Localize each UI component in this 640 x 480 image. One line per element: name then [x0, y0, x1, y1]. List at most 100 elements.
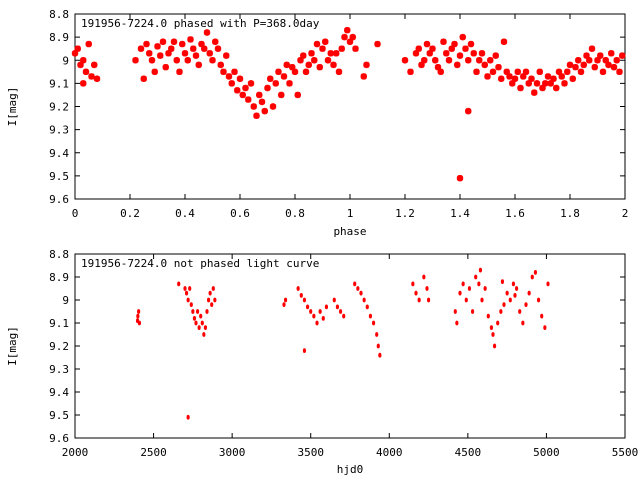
data-point — [300, 52, 307, 59]
data-point — [533, 270, 538, 275]
data-point — [566, 61, 574, 69]
data-point — [184, 290, 189, 296]
data-point — [572, 63, 579, 71]
data-point — [170, 38, 178, 45]
data-point — [187, 36, 194, 43]
x-tick-label: 1.4 — [450, 207, 470, 220]
data-point — [462, 45, 469, 52]
data-point — [143, 40, 150, 48]
data-point — [602, 57, 609, 64]
data-point — [588, 45, 596, 52]
y-axis-title: I[mag] — [6, 326, 19, 366]
data-point — [520, 73, 527, 80]
data-point — [583, 52, 590, 59]
data-point — [503, 68, 510, 76]
data-point — [74, 45, 81, 52]
data-point — [225, 73, 233, 80]
x-tick-label: 0.4 — [175, 207, 195, 220]
data-point — [368, 313, 373, 319]
data-point — [236, 75, 244, 82]
unphased-light-curve-panel: 2000 2500 3000 3500 4000 4500 5000 5500 8.8 8.9 9 9… — [6, 248, 638, 476]
data-point — [308, 50, 315, 57]
data-point — [502, 302, 506, 307]
data-point — [564, 68, 571, 76]
data-point — [543, 325, 547, 330]
data-point — [356, 286, 360, 291]
data-point — [619, 52, 626, 59]
data-point — [151, 68, 158, 76]
x-tick-label: 0.8 — [285, 207, 305, 220]
data-point — [464, 297, 468, 303]
data-point — [456, 174, 464, 182]
data-point — [443, 50, 450, 57]
data-point — [176, 68, 183, 76]
data-point — [478, 267, 483, 273]
data-point — [555, 68, 563, 76]
x-tick-label: 1.6 — [505, 207, 525, 220]
data-point — [426, 50, 433, 57]
data-point — [505, 290, 509, 296]
data-point — [80, 80, 87, 87]
data-point — [586, 57, 593, 64]
data-point — [315, 320, 319, 326]
data-point — [71, 50, 79, 57]
data-point — [280, 73, 288, 80]
data-point — [353, 281, 357, 287]
data-point — [213, 297, 217, 303]
data-point — [286, 80, 293, 87]
data-point — [338, 45, 345, 52]
data-point — [429, 45, 436, 52]
data-point — [253, 112, 260, 119]
data-point — [198, 40, 205, 48]
data-point — [616, 68, 623, 76]
data-point — [305, 61, 312, 69]
data-point — [85, 40, 92, 48]
data-point — [208, 290, 212, 296]
data-point — [341, 33, 348, 41]
data-point — [189, 302, 193, 307]
data-point — [199, 313, 203, 319]
data-point — [608, 50, 615, 57]
data-point — [296, 286, 300, 291]
data-point — [536, 68, 543, 76]
data-point — [177, 281, 181, 287]
data-point — [434, 63, 442, 71]
x-tick-label: 0 — [72, 207, 79, 220]
data-point — [272, 80, 279, 87]
data-point — [506, 73, 513, 80]
data-point — [137, 45, 145, 52]
data-point — [423, 40, 431, 48]
data-point — [417, 297, 421, 303]
data-point — [327, 50, 334, 57]
data-point — [360, 73, 367, 80]
data-point — [365, 304, 369, 310]
data-point — [282, 302, 286, 307]
data-point — [212, 38, 219, 45]
data-point — [454, 61, 461, 69]
data-point — [613, 57, 620, 64]
data-point — [531, 89, 538, 96]
plot-frame — [74, 253, 626, 439]
y-tick-label: 9.1 — [49, 317, 69, 330]
data-point — [302, 348, 307, 353]
data-point — [539, 84, 546, 92]
data-point — [302, 68, 310, 76]
x-tick-label: 1.8 — [560, 207, 580, 220]
data-point — [192, 52, 200, 59]
y-tick-label: 9.3 — [49, 124, 69, 137]
data-point — [205, 309, 209, 314]
data-point — [203, 29, 211, 36]
y-axis-title: I[mag] — [6, 87, 19, 127]
data-point — [518, 309, 522, 314]
data-point — [206, 297, 211, 303]
data-point — [561, 80, 568, 87]
data-point — [291, 68, 299, 76]
x-tick-label: 1 — [347, 207, 354, 220]
data-point — [437, 68, 444, 76]
data-point — [522, 68, 530, 76]
data-point — [542, 80, 549, 87]
data-point — [422, 274, 426, 280]
data-point — [191, 309, 195, 314]
chart-title: 191956-7224.0 phased with P=368.0day — [81, 17, 320, 30]
